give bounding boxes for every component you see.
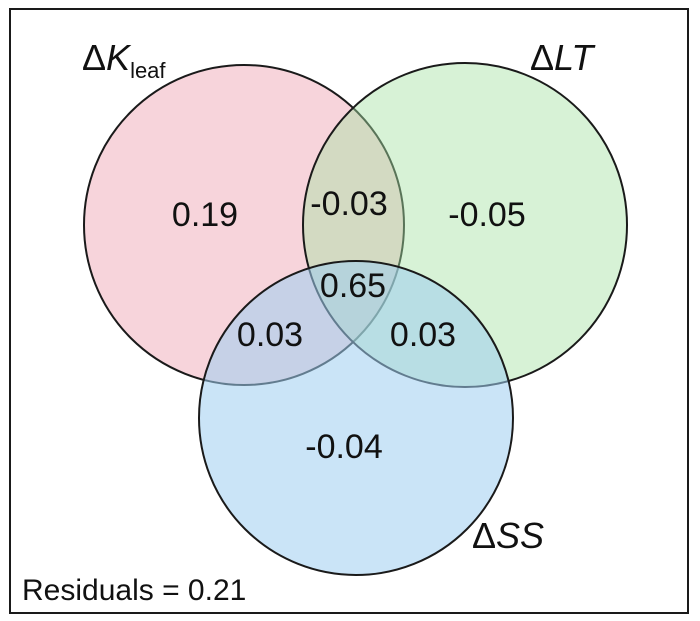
- set-ss-name: SS: [496, 515, 544, 556]
- circle-ss: [198, 260, 514, 576]
- region-all-three: 0.65: [320, 267, 386, 305]
- set-kleaf-delta: Δ: [82, 37, 106, 78]
- set-kleaf-name: K: [106, 37, 132, 78]
- region-lt-ss: 0.03: [390, 316, 456, 354]
- region-ss-only: -0.04: [305, 428, 383, 466]
- set-lt-name: LT: [554, 37, 596, 78]
- set-ss-delta: Δ: [472, 515, 496, 556]
- circles: [83, 62, 628, 576]
- set-label-lt: ΔLT: [530, 37, 596, 78]
- set-kleaf-subscript: leaf: [130, 58, 166, 83]
- set-lt-delta: Δ: [530, 37, 554, 78]
- region-lt-only: -0.05: [448, 196, 526, 234]
- region-kleaf-ss: 0.03: [237, 316, 303, 354]
- set-label-ss: ΔSS: [472, 515, 544, 556]
- region-kleaf-lt: -0.03: [310, 185, 388, 223]
- residuals-label: Residuals = 0.21: [22, 574, 246, 607]
- region-kleaf-only: 0.19: [172, 196, 238, 234]
- set-label-kleaf: ΔKleaf: [82, 37, 166, 83]
